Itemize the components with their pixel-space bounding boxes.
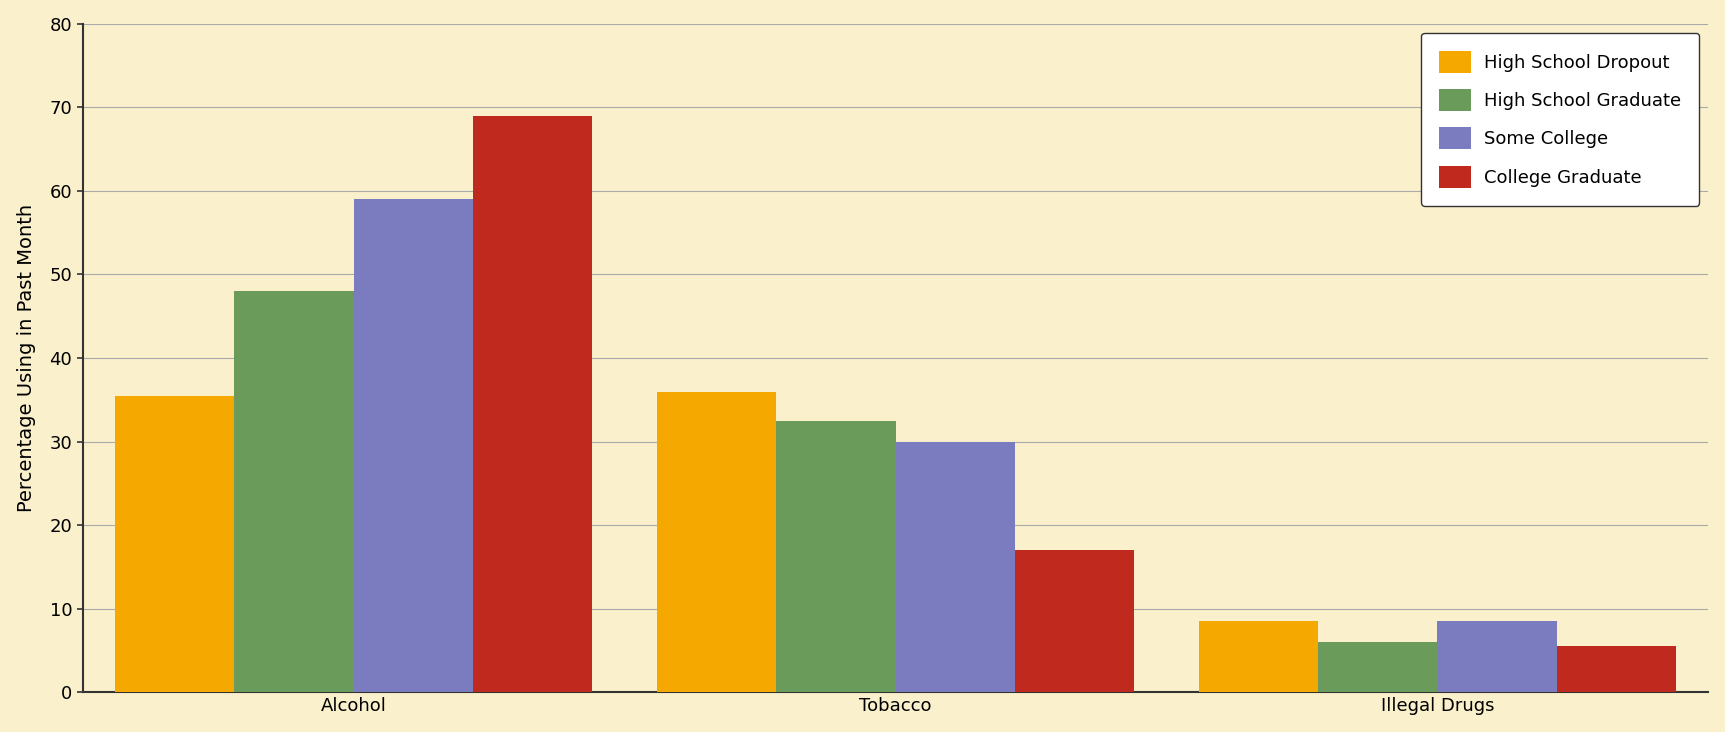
Bar <box>1556 646 1675 692</box>
Bar <box>1318 642 1437 692</box>
Bar <box>1437 621 1556 692</box>
Legend: High School Dropout, High School Graduate, Some College, College Graduate: High School Dropout, High School Graduat… <box>1421 33 1699 206</box>
Bar <box>235 291 354 692</box>
Y-axis label: Percentage Using in Past Month: Percentage Using in Past Month <box>17 204 36 512</box>
Bar <box>116 396 235 692</box>
Bar <box>657 392 776 692</box>
Bar <box>1199 621 1318 692</box>
Bar <box>473 116 592 692</box>
Bar <box>895 441 1014 692</box>
Bar <box>354 199 473 692</box>
Bar <box>776 421 895 692</box>
Bar <box>1014 550 1133 692</box>
